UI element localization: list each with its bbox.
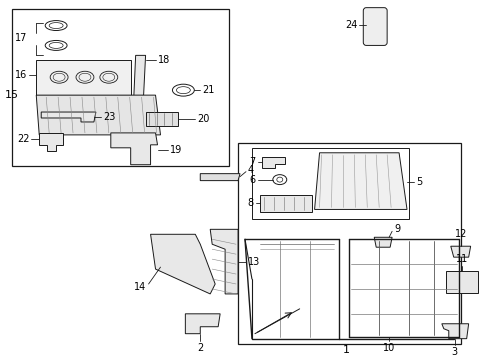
Text: 13: 13 [247, 257, 260, 267]
Text: 12: 12 [453, 229, 466, 239]
Text: 18: 18 [157, 55, 169, 65]
Polygon shape [39, 133, 63, 151]
Text: 3: 3 [451, 347, 457, 357]
Polygon shape [262, 157, 284, 168]
Polygon shape [41, 112, 96, 122]
Text: 9: 9 [393, 224, 399, 234]
Text: 10: 10 [382, 343, 394, 353]
Text: 15: 15 [4, 90, 19, 100]
Text: 24: 24 [344, 19, 357, 30]
Text: 17: 17 [15, 33, 27, 44]
Text: 23: 23 [102, 112, 115, 122]
Polygon shape [36, 95, 160, 135]
Polygon shape [314, 153, 406, 210]
Bar [238, 143, 460, 344]
Text: 20: 20 [197, 114, 209, 124]
Polygon shape [150, 234, 215, 294]
Text: 6: 6 [249, 175, 255, 185]
Polygon shape [36, 60, 130, 95]
Text: 7: 7 [249, 157, 255, 167]
Polygon shape [373, 237, 391, 247]
Polygon shape [450, 246, 469, 257]
Text: 16: 16 [15, 70, 27, 80]
Polygon shape [185, 314, 220, 334]
Bar [251, 148, 408, 219]
Text: 22: 22 [17, 134, 29, 144]
Text: 1: 1 [342, 345, 349, 355]
Polygon shape [200, 174, 240, 181]
Polygon shape [145, 112, 178, 126]
Text: 8: 8 [247, 198, 253, 208]
Text: 21: 21 [202, 85, 214, 95]
FancyBboxPatch shape [363, 8, 386, 45]
Text: 19: 19 [170, 145, 183, 155]
Text: 11: 11 [455, 254, 467, 264]
Polygon shape [133, 55, 145, 100]
Polygon shape [111, 133, 157, 165]
Text: 2: 2 [197, 343, 203, 353]
Text: 5: 5 [415, 177, 421, 186]
Text: 14: 14 [134, 282, 146, 292]
Bar [445, 271, 477, 293]
Bar [12, 9, 228, 166]
Text: 4: 4 [247, 165, 254, 175]
Polygon shape [441, 324, 468, 339]
Polygon shape [210, 229, 238, 294]
Polygon shape [260, 194, 311, 212]
